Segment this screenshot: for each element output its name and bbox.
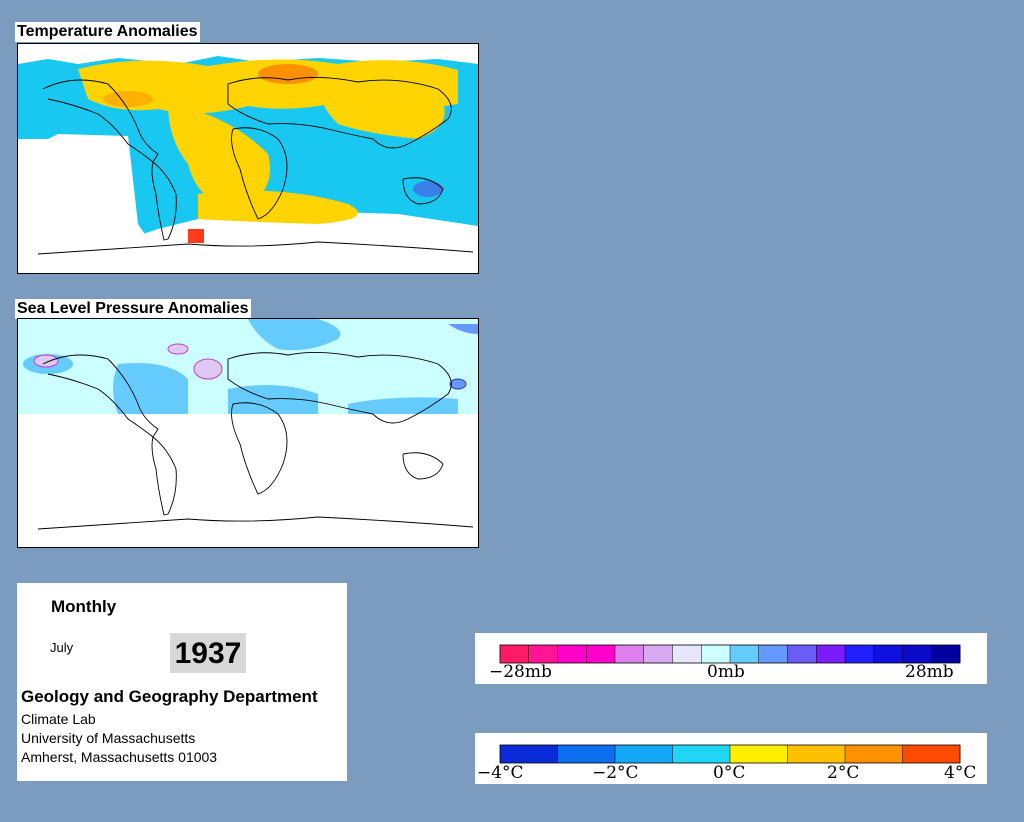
pressure-swatch-4 (615, 645, 645, 663)
temperature-label-1: −2°C (592, 763, 639, 783)
temperature-field-warm-africa (168, 104, 270, 209)
pressure-swatch-5 (643, 645, 673, 663)
pressure-high-cell-1 (193, 358, 223, 380)
pressure-mid-label: 0mb (707, 662, 745, 682)
temperature-label-0: −4°C (477, 763, 524, 783)
temperature-legend: −4°C −2°C 0°C 2°C 4°C (475, 733, 987, 784)
temperature-swatch-1 (557, 745, 616, 763)
temperature-swatch-3 (672, 745, 731, 763)
pressure-swatch-13 (873, 645, 903, 663)
temperature-label-3: 2°C (827, 763, 859, 783)
pressure-low-cell-1 (448, 324, 478, 334)
temperature-warm-spot (103, 91, 153, 107)
year-display: 1937 (170, 633, 246, 673)
pressure-max-label: 28mb (905, 662, 954, 682)
department-name: Geology and Geography Department (21, 687, 318, 706)
temperature-anomaly-map (17, 43, 479, 274)
address: Amherst, Massachusetts 01003 (21, 749, 218, 765)
temperature-swatch-4 (730, 745, 788, 763)
temperature-swatch-2 (615, 745, 673, 763)
temperature-cold-spot (413, 181, 443, 197)
pressure-field-low-indian (348, 397, 458, 414)
pressure-swatch-9 (758, 645, 788, 663)
pressure-high-cell-2 (33, 354, 59, 368)
temperature-swatch-5 (787, 745, 846, 763)
temperature-panel-title: Temperature Anomalies (15, 22, 200, 42)
pressure-swatch-6 (672, 645, 702, 663)
temperature-field-warm-south (198, 190, 358, 224)
temperature-label-2: 0°C (713, 763, 745, 783)
pressure-anomaly-map (17, 318, 479, 548)
pressure-swatch-1 (528, 645, 558, 663)
pressure-legend: −28mb 0mb 28mb (475, 633, 987, 684)
month-label: July (50, 640, 74, 655)
pressure-swatch-3 (586, 645, 616, 663)
period-label: Monthly (51, 597, 117, 616)
pressure-swatch-14 (902, 645, 932, 663)
temperature-hot-spot (258, 64, 318, 84)
pressure-swatch-7 (701, 645, 731, 663)
temperature-swatch-0 (500, 745, 558, 763)
pressure-high-cell-3 (167, 343, 189, 355)
pressure-swatch-0 (500, 645, 530, 663)
info-box: Monthly July 1937 Geology and Geography … (17, 583, 347, 781)
temperature-missing-pacific (18, 134, 148, 244)
pressure-swatch-15 (931, 645, 961, 663)
temperature-label-4: 4°C (944, 763, 976, 783)
pressure-swatch-11 (816, 645, 846, 663)
pressure-swatch-8 (730, 645, 760, 663)
temperature-swatch-6 (845, 745, 903, 763)
pressure-swatch-10 (787, 645, 817, 663)
temperature-missing-antarctic (18, 236, 478, 273)
temperature-swatch-7 (902, 745, 961, 763)
university-name: University of Massachusetts (21, 730, 196, 746)
pressure-min-label: −28mb (489, 662, 552, 682)
pressure-field-low-atlantic (113, 363, 188, 414)
pressure-swatch-2 (557, 645, 587, 663)
pressure-swatch-12 (845, 645, 875, 663)
pressure-field-low-north (248, 319, 341, 351)
temperature-field-warm-asia (318, 82, 445, 139)
pressure-panel-title: Sea Level Pressure Anomalies (15, 299, 251, 319)
lab-name: Climate Lab (21, 711, 96, 727)
pressure-low-cell-2 (449, 378, 467, 390)
temperature-red-cell (188, 229, 204, 243)
